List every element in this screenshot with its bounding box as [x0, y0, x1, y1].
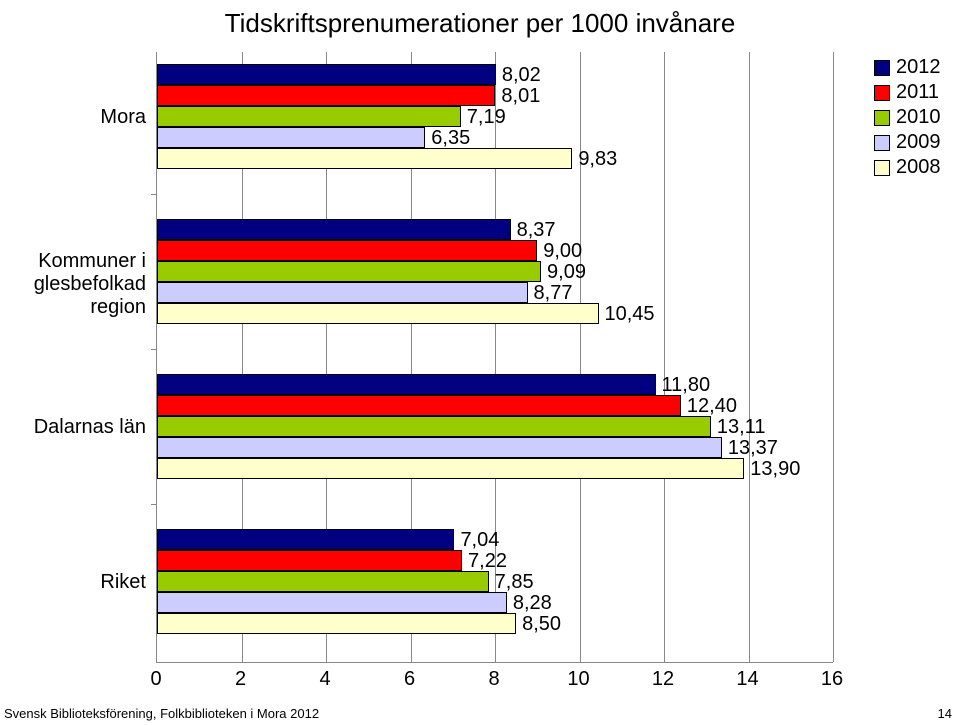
- x-tick-label: 2: [235, 668, 246, 691]
- bar: [157, 592, 507, 613]
- bar: [157, 571, 489, 592]
- category-label: Kommuner iglesbefolkad region: [2, 250, 146, 319]
- x-tick-label: 4: [319, 668, 330, 691]
- value-label: 8,37: [517, 219, 556, 242]
- bar: [157, 374, 656, 395]
- value-label: 13,37: [728, 437, 778, 460]
- bar: [157, 613, 516, 634]
- value-label: 8,02: [502, 64, 541, 87]
- value-label: 6,35: [431, 127, 470, 150]
- legend-swatch: [874, 160, 890, 176]
- bar: [157, 106, 461, 127]
- x-tick-label: 16: [821, 668, 843, 691]
- bar: [157, 416, 711, 437]
- bar: [157, 85, 495, 106]
- value-label: 10,45: [605, 303, 655, 326]
- value-label: 11,80: [662, 374, 711, 397]
- bar: [157, 261, 541, 282]
- value-label: 7,04: [460, 529, 499, 552]
- value-label: 9,00: [543, 240, 582, 263]
- legend-label: 2011: [896, 81, 939, 104]
- legend-item: 2012: [874, 56, 941, 79]
- x-tick-label: 12: [652, 668, 674, 691]
- value-label: 8,50: [522, 613, 561, 636]
- legend-label: 2009: [896, 131, 941, 154]
- category-label: Dalarnas län: [2, 416, 146, 439]
- chart-title: Tidskriftsprenumerationer per 1000 invån…: [0, 8, 960, 39]
- legend-swatch: [874, 135, 890, 151]
- x-tick-label: 8: [488, 668, 499, 691]
- legend-item: 2010: [874, 106, 941, 129]
- value-label: 13,11: [717, 416, 766, 439]
- x-tick-label: 6: [404, 668, 415, 691]
- page-number: 14: [938, 706, 952, 721]
- value-label: 12,40: [687, 395, 737, 418]
- bar: [157, 219, 511, 240]
- value-label: 13,90: [750, 458, 800, 481]
- legend-swatch: [874, 60, 890, 76]
- x-tick-label: 14: [736, 668, 758, 691]
- bar: [157, 282, 528, 303]
- bar: [157, 127, 425, 148]
- gridline: [664, 52, 665, 662]
- legend-label: 2008: [896, 156, 941, 179]
- x-tick-label: 10: [567, 668, 589, 691]
- legend-swatch: [874, 110, 890, 126]
- value-label: 8,01: [501, 85, 540, 108]
- gridline: [749, 52, 750, 662]
- bar: [157, 303, 599, 324]
- gridline: [580, 52, 581, 662]
- legend-item: 2008: [874, 156, 941, 179]
- value-label: 7,85: [495, 571, 534, 594]
- legend-item: 2011: [874, 81, 941, 104]
- bar: [157, 550, 462, 571]
- bar: [157, 529, 454, 550]
- bar: [157, 64, 496, 85]
- legend: 20122011201020092008: [874, 56, 941, 181]
- bar: [157, 148, 572, 169]
- value-label: 7,19: [467, 106, 506, 129]
- category-label: Mora: [2, 106, 146, 129]
- value-label: 8,28: [513, 592, 552, 615]
- value-label: 8,77: [534, 282, 573, 305]
- legend-swatch: [874, 85, 890, 101]
- footer-text: Svensk Biblioteksförening, Folkbibliotek…: [4, 706, 319, 721]
- bar: [157, 240, 537, 261]
- value-label: 7,22: [468, 550, 507, 573]
- plot-area: 8,028,017,196,35 9,83 8,379,009,098,77 10,4…: [156, 52, 833, 663]
- category-label: Riket: [2, 571, 146, 594]
- legend-item: 2009: [874, 131, 941, 154]
- x-tick-label: 0: [150, 668, 161, 691]
- value-label: 9,09: [547, 261, 586, 284]
- legend-label: 2010: [896, 106, 941, 129]
- bar: [157, 395, 681, 416]
- legend-label: 2012: [896, 56, 941, 79]
- gridline: [833, 52, 834, 662]
- bar: [157, 458, 744, 479]
- value-label: 9,83: [578, 148, 617, 171]
- chart-container: Tidskriftsprenumerationer per 1000 invån…: [0, 0, 960, 725]
- bar: [157, 437, 722, 458]
